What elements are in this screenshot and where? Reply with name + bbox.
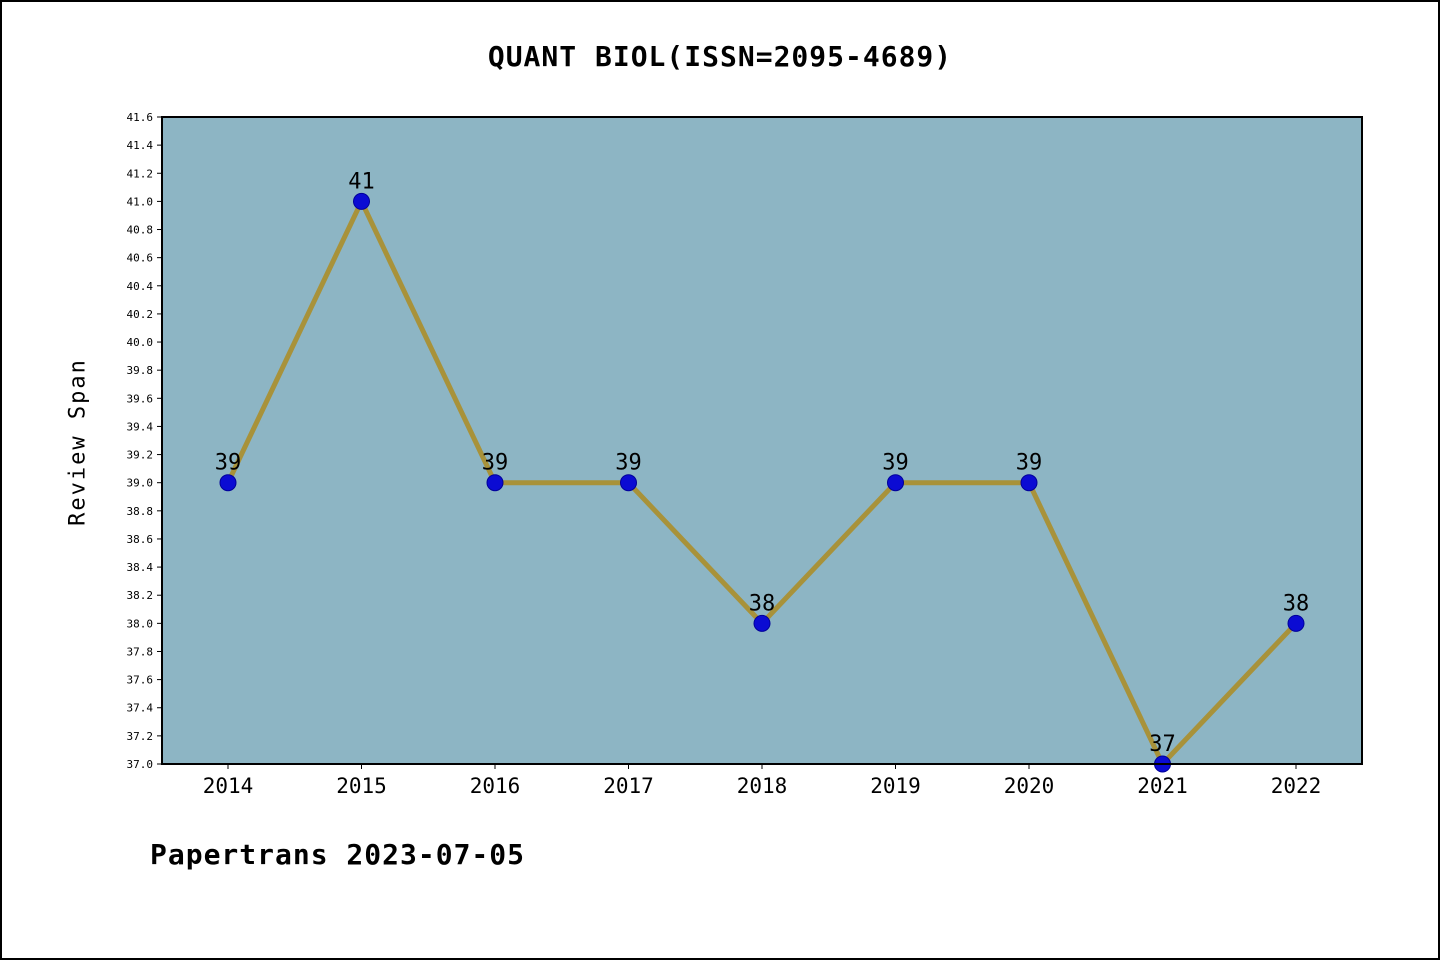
y-tick-label: 39.8 [127, 364, 154, 377]
data-point-label: 39 [882, 451, 909, 476]
y-tick-label: 37.0 [127, 758, 154, 771]
x-tick-label: 2017 [603, 774, 654, 798]
data-point [219, 474, 237, 492]
data-point-label: 39 [482, 451, 509, 476]
y-tick-label: 41.6 [127, 111, 154, 124]
data-point-label: 39 [1016, 451, 1043, 476]
y-tick-label: 41.0 [127, 195, 154, 208]
data-point [620, 474, 637, 492]
data-point [1020, 474, 1038, 492]
data-point [353, 192, 370, 210]
x-tick-label: 2018 [737, 774, 788, 798]
data-point-label: 39 [615, 451, 642, 476]
data-point [1287, 614, 1305, 632]
data-point-label: 39 [215, 451, 242, 476]
y-tick-label: 40.4 [127, 280, 154, 293]
y-tick-label: 39.6 [127, 392, 154, 405]
x-tick-label: 2022 [1271, 774, 1322, 798]
x-tick-label: 2014 [203, 774, 254, 798]
plot-area [162, 117, 1362, 764]
y-tick-label: 38.8 [127, 505, 154, 518]
y-tick-label: 38.0 [127, 617, 154, 630]
data-point-label: 37 [1149, 732, 1176, 757]
y-tick-label: 40.2 [127, 308, 154, 321]
x-tick-label: 2016 [470, 774, 521, 798]
chart-title: QUANT BIOL(ISSN=2095-4689) [487, 40, 953, 73]
y-tick-label: 37.4 [127, 702, 154, 715]
y-tick-label: 39.2 [127, 449, 154, 462]
x-tick-label: 2020 [1004, 774, 1055, 798]
data-point [486, 474, 504, 492]
x-tick-label: 2019 [870, 774, 921, 798]
y-tick-label: 40.8 [127, 224, 154, 237]
data-point [887, 474, 904, 492]
y-tick-label: 38.4 [127, 561, 154, 574]
x-tick-label: 2015 [336, 774, 387, 798]
data-point [753, 614, 771, 632]
x-tick-label: 2021 [1137, 774, 1188, 798]
y-tick-label: 37.2 [127, 730, 154, 743]
data-point-label: 38 [749, 591, 776, 616]
y-tick-label: 41.2 [127, 167, 154, 180]
y-tick-label: 40.0 [127, 336, 154, 349]
y-tick-label: 39.4 [127, 420, 154, 433]
y-tick-label: 38.2 [127, 589, 154, 602]
y-tick-label: 37.6 [127, 674, 154, 687]
y-tick-label: 41.4 [127, 139, 154, 152]
y-tick-label: 37.8 [127, 645, 154, 658]
watermark-text: Papertrans 2023-07-05 [150, 838, 526, 871]
plot-border [161, 116, 1363, 765]
data-point-label: 41 [348, 169, 375, 194]
y-tick-label: 38.6 [127, 533, 154, 546]
y-tick-label: 40.6 [127, 252, 154, 265]
data-point-label: 38 [1283, 591, 1310, 616]
y-tick-label: 39.0 [127, 477, 154, 490]
